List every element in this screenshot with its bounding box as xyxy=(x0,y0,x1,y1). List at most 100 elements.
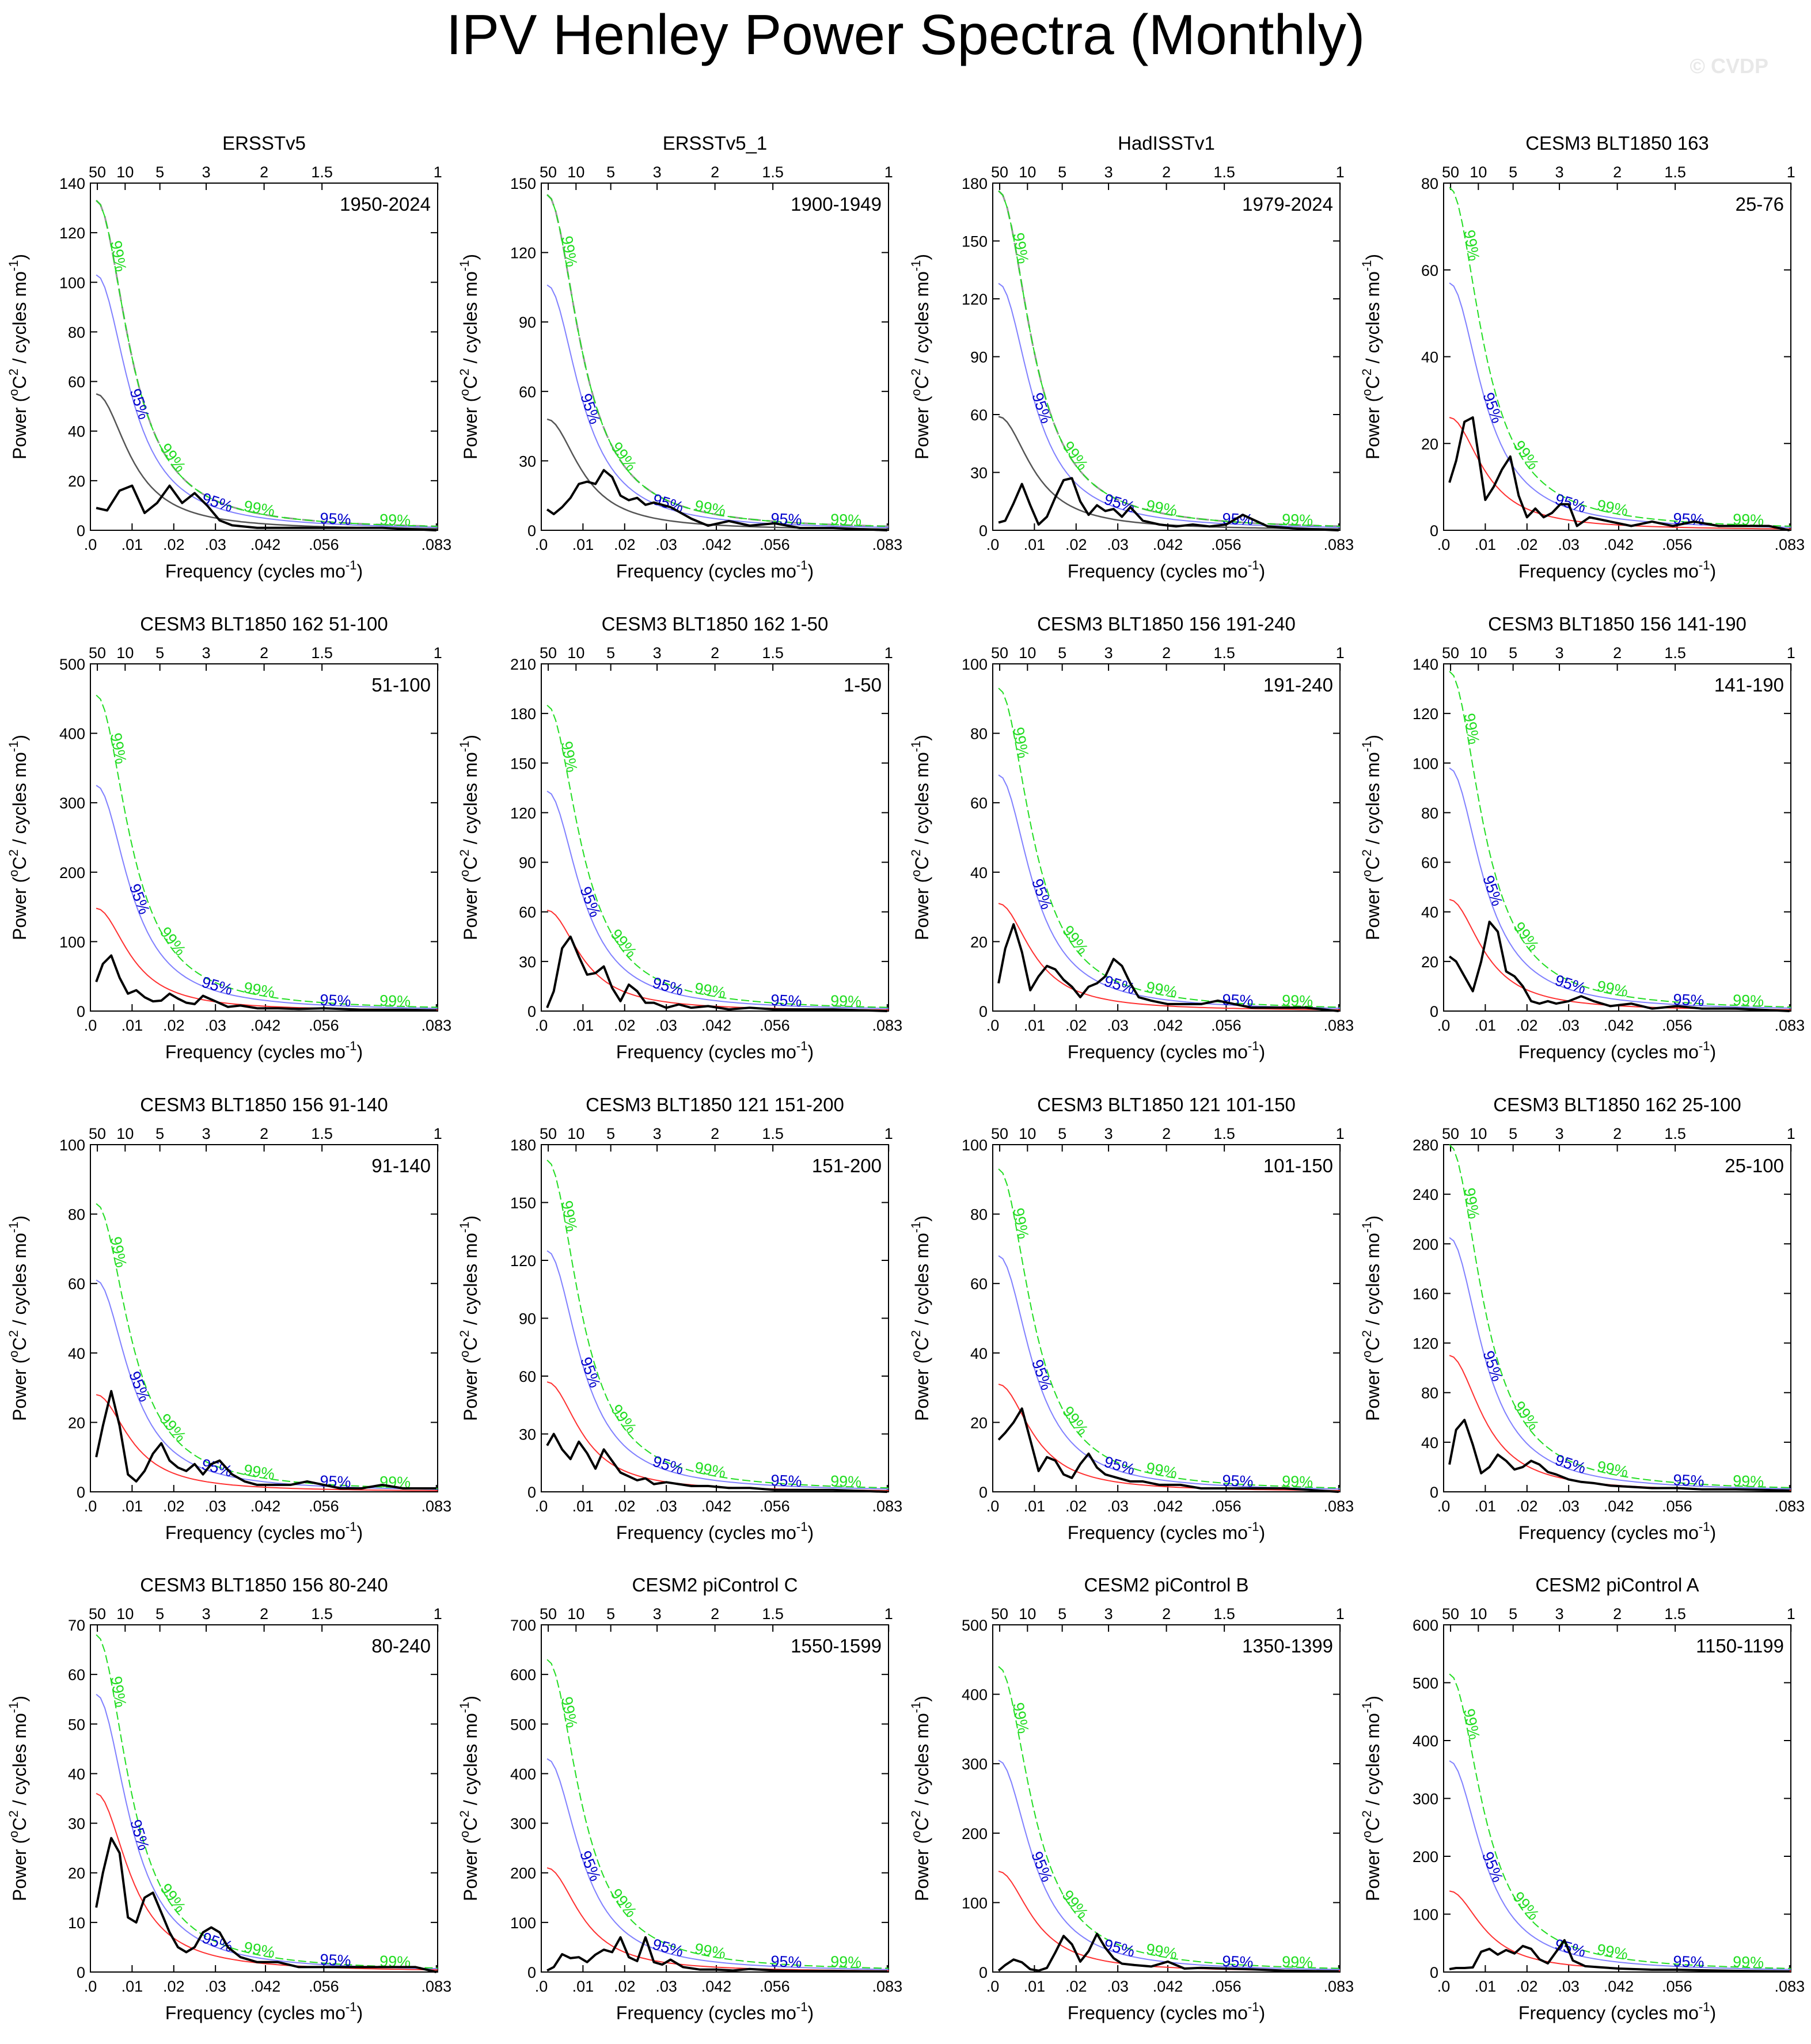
period-tick-label: 1 xyxy=(1787,1605,1795,1623)
y-tick-label: 300 xyxy=(1413,1791,1438,1808)
period-tick-label: 1.5 xyxy=(311,1125,333,1142)
ci95-label: 95% xyxy=(1479,1348,1506,1384)
ci95-label: 95% xyxy=(320,510,351,529)
ci99-curve xyxy=(546,705,889,1008)
ci99-label: 99% xyxy=(1059,438,1091,473)
panel-years: 191-240 xyxy=(1263,674,1333,696)
x-tick-label: .01 xyxy=(572,1017,594,1034)
y-tick-label: 600 xyxy=(1413,1617,1438,1634)
period-tick-label: 1.5 xyxy=(762,644,784,662)
panel-title: CESM3 BLT1850 162 1-50 xyxy=(602,613,829,635)
period-tick-label: 1 xyxy=(884,644,893,662)
period-tick-label: 5 xyxy=(155,1125,164,1142)
y-tick-label: 60 xyxy=(68,374,85,391)
y-tick-label: 0 xyxy=(1430,1964,1438,1981)
y-tick-label: 400 xyxy=(510,1765,536,1783)
red-noise-curve xyxy=(1449,417,1791,530)
y-tick-label: 700 xyxy=(510,1617,536,1634)
y-tick-label: 200 xyxy=(59,864,85,882)
period-tick-label: 2 xyxy=(711,164,719,181)
y-tick-label: 0 xyxy=(527,522,536,540)
y-tick-label: 0 xyxy=(77,1484,85,1501)
x-tick-label: .083 xyxy=(422,1498,452,1515)
chart-panel: CESM3 BLT1850 162 1-50 1-50 .0 .01 .02 .03 .04… xyxy=(457,613,902,1062)
x-tick-label: .056 xyxy=(1211,536,1241,553)
x-tick-label: .056 xyxy=(760,1017,790,1034)
ci95-label: 95% xyxy=(770,991,802,1010)
ci99-label: 99% xyxy=(558,740,581,774)
y-axis-label: Power (oC2 / cycles mo-1) xyxy=(909,1215,932,1421)
x-tick-label: .056 xyxy=(760,536,790,553)
period-tick-label: 3 xyxy=(653,1605,662,1623)
x-tick-label: .0 xyxy=(84,1498,97,1515)
y-tick-label: 70 xyxy=(68,1617,85,1634)
x-axis-label: Frequency (cycles mo-1) xyxy=(165,1519,363,1543)
period-tick-label: 50 xyxy=(991,1605,1008,1623)
ci95-label: 95% xyxy=(320,991,351,1009)
plot-frame xyxy=(90,1624,438,1973)
period-tick-label: 1 xyxy=(884,1125,893,1142)
x-tick-label: .083 xyxy=(1775,1498,1805,1515)
ci95-curve xyxy=(1449,1237,1791,1490)
y-axis-label: Power (oC2 / cycles mo-1) xyxy=(6,735,30,940)
period-tick-label: 3 xyxy=(653,644,662,662)
x-tick-label: .042 xyxy=(701,1978,732,1995)
plot-frame xyxy=(90,1144,438,1492)
ci99-label: 99% xyxy=(1460,1707,1483,1741)
y-tick-label: 210 xyxy=(510,656,536,673)
x-tick-label: .01 xyxy=(1024,1498,1046,1515)
ci99-curve xyxy=(546,194,889,527)
panel-years: 51-100 xyxy=(371,674,431,696)
chart-panel: HadISSTv1 1979-2024 .0 .01 .02 .03 .042 .056 .08… xyxy=(909,132,1354,582)
spectrum-line xyxy=(998,477,1339,531)
period-tick-label: 10 xyxy=(1470,164,1487,181)
ci99-label: 99% xyxy=(1009,726,1032,760)
ci95-curve xyxy=(1449,768,1791,1009)
ci95-label: 95% xyxy=(1673,1471,1704,1490)
x-axis-label: Frequency (cycles mo-1) xyxy=(616,1039,814,1062)
ci95-label: 95% xyxy=(651,1936,685,1961)
x-tick-label: .02 xyxy=(614,536,636,553)
period-tick-label: 10 xyxy=(1470,644,1487,662)
ci99-label: 99% xyxy=(107,1235,130,1269)
x-tick-label: .0 xyxy=(535,1978,548,1995)
y-tick-label: 40 xyxy=(1421,349,1438,366)
panel-years: 101-150 xyxy=(1263,1155,1333,1176)
x-tick-label: .0 xyxy=(535,1498,548,1515)
obs-ci99-curve xyxy=(998,190,1341,527)
x-tick-label: .056 xyxy=(1211,1017,1241,1034)
period-tick-label: 1.5 xyxy=(1664,164,1686,181)
y-tick-label: 0 xyxy=(1430,1003,1438,1020)
period-tick-label: 50 xyxy=(89,164,106,181)
y-tick-label: 120 xyxy=(962,291,988,308)
ci95-label: 95% xyxy=(200,973,234,998)
x-tick-label: .056 xyxy=(309,1498,339,1515)
x-tick-label: .056 xyxy=(1662,1978,1692,1995)
period-tick-label: 2 xyxy=(1162,1605,1171,1623)
x-tick-label: .056 xyxy=(760,1978,790,1995)
x-tick-label: .056 xyxy=(309,1017,339,1034)
ci99-label: 99% xyxy=(1058,1887,1091,1922)
period-tick-label: 50 xyxy=(540,644,557,662)
y-tick-label: 0 xyxy=(77,1964,85,1981)
period-tick-label: 10 xyxy=(116,1125,134,1142)
y-tick-label: 20 xyxy=(68,1414,85,1431)
y-axis-label: Power (oC2 / cycles mo-1) xyxy=(457,1215,481,1421)
x-tick-label: .042 xyxy=(1153,1017,1183,1034)
y-tick-label: 60 xyxy=(519,1368,536,1385)
period-tick-label: 50 xyxy=(540,164,557,181)
x-tick-label: .03 xyxy=(655,1498,677,1515)
x-tick-label: .083 xyxy=(872,536,903,553)
period-tick-label: 3 xyxy=(202,644,211,662)
x-tick-label: .0 xyxy=(986,1498,1000,1515)
period-tick-label: 10 xyxy=(567,644,584,662)
ci99-label: 99% xyxy=(1145,1940,1178,1963)
x-tick-label: .0 xyxy=(535,536,548,553)
ci95-curve xyxy=(546,1250,889,1490)
x-tick-label: .0 xyxy=(986,536,1000,553)
red-noise-curve xyxy=(998,1384,1341,1491)
period-tick-label: 3 xyxy=(1555,1605,1564,1623)
y-axis-label: Power (oC2 / cycles mo-1) xyxy=(1360,254,1383,459)
period-tick-label: 10 xyxy=(567,1125,584,1142)
ci95-curve xyxy=(546,284,889,528)
